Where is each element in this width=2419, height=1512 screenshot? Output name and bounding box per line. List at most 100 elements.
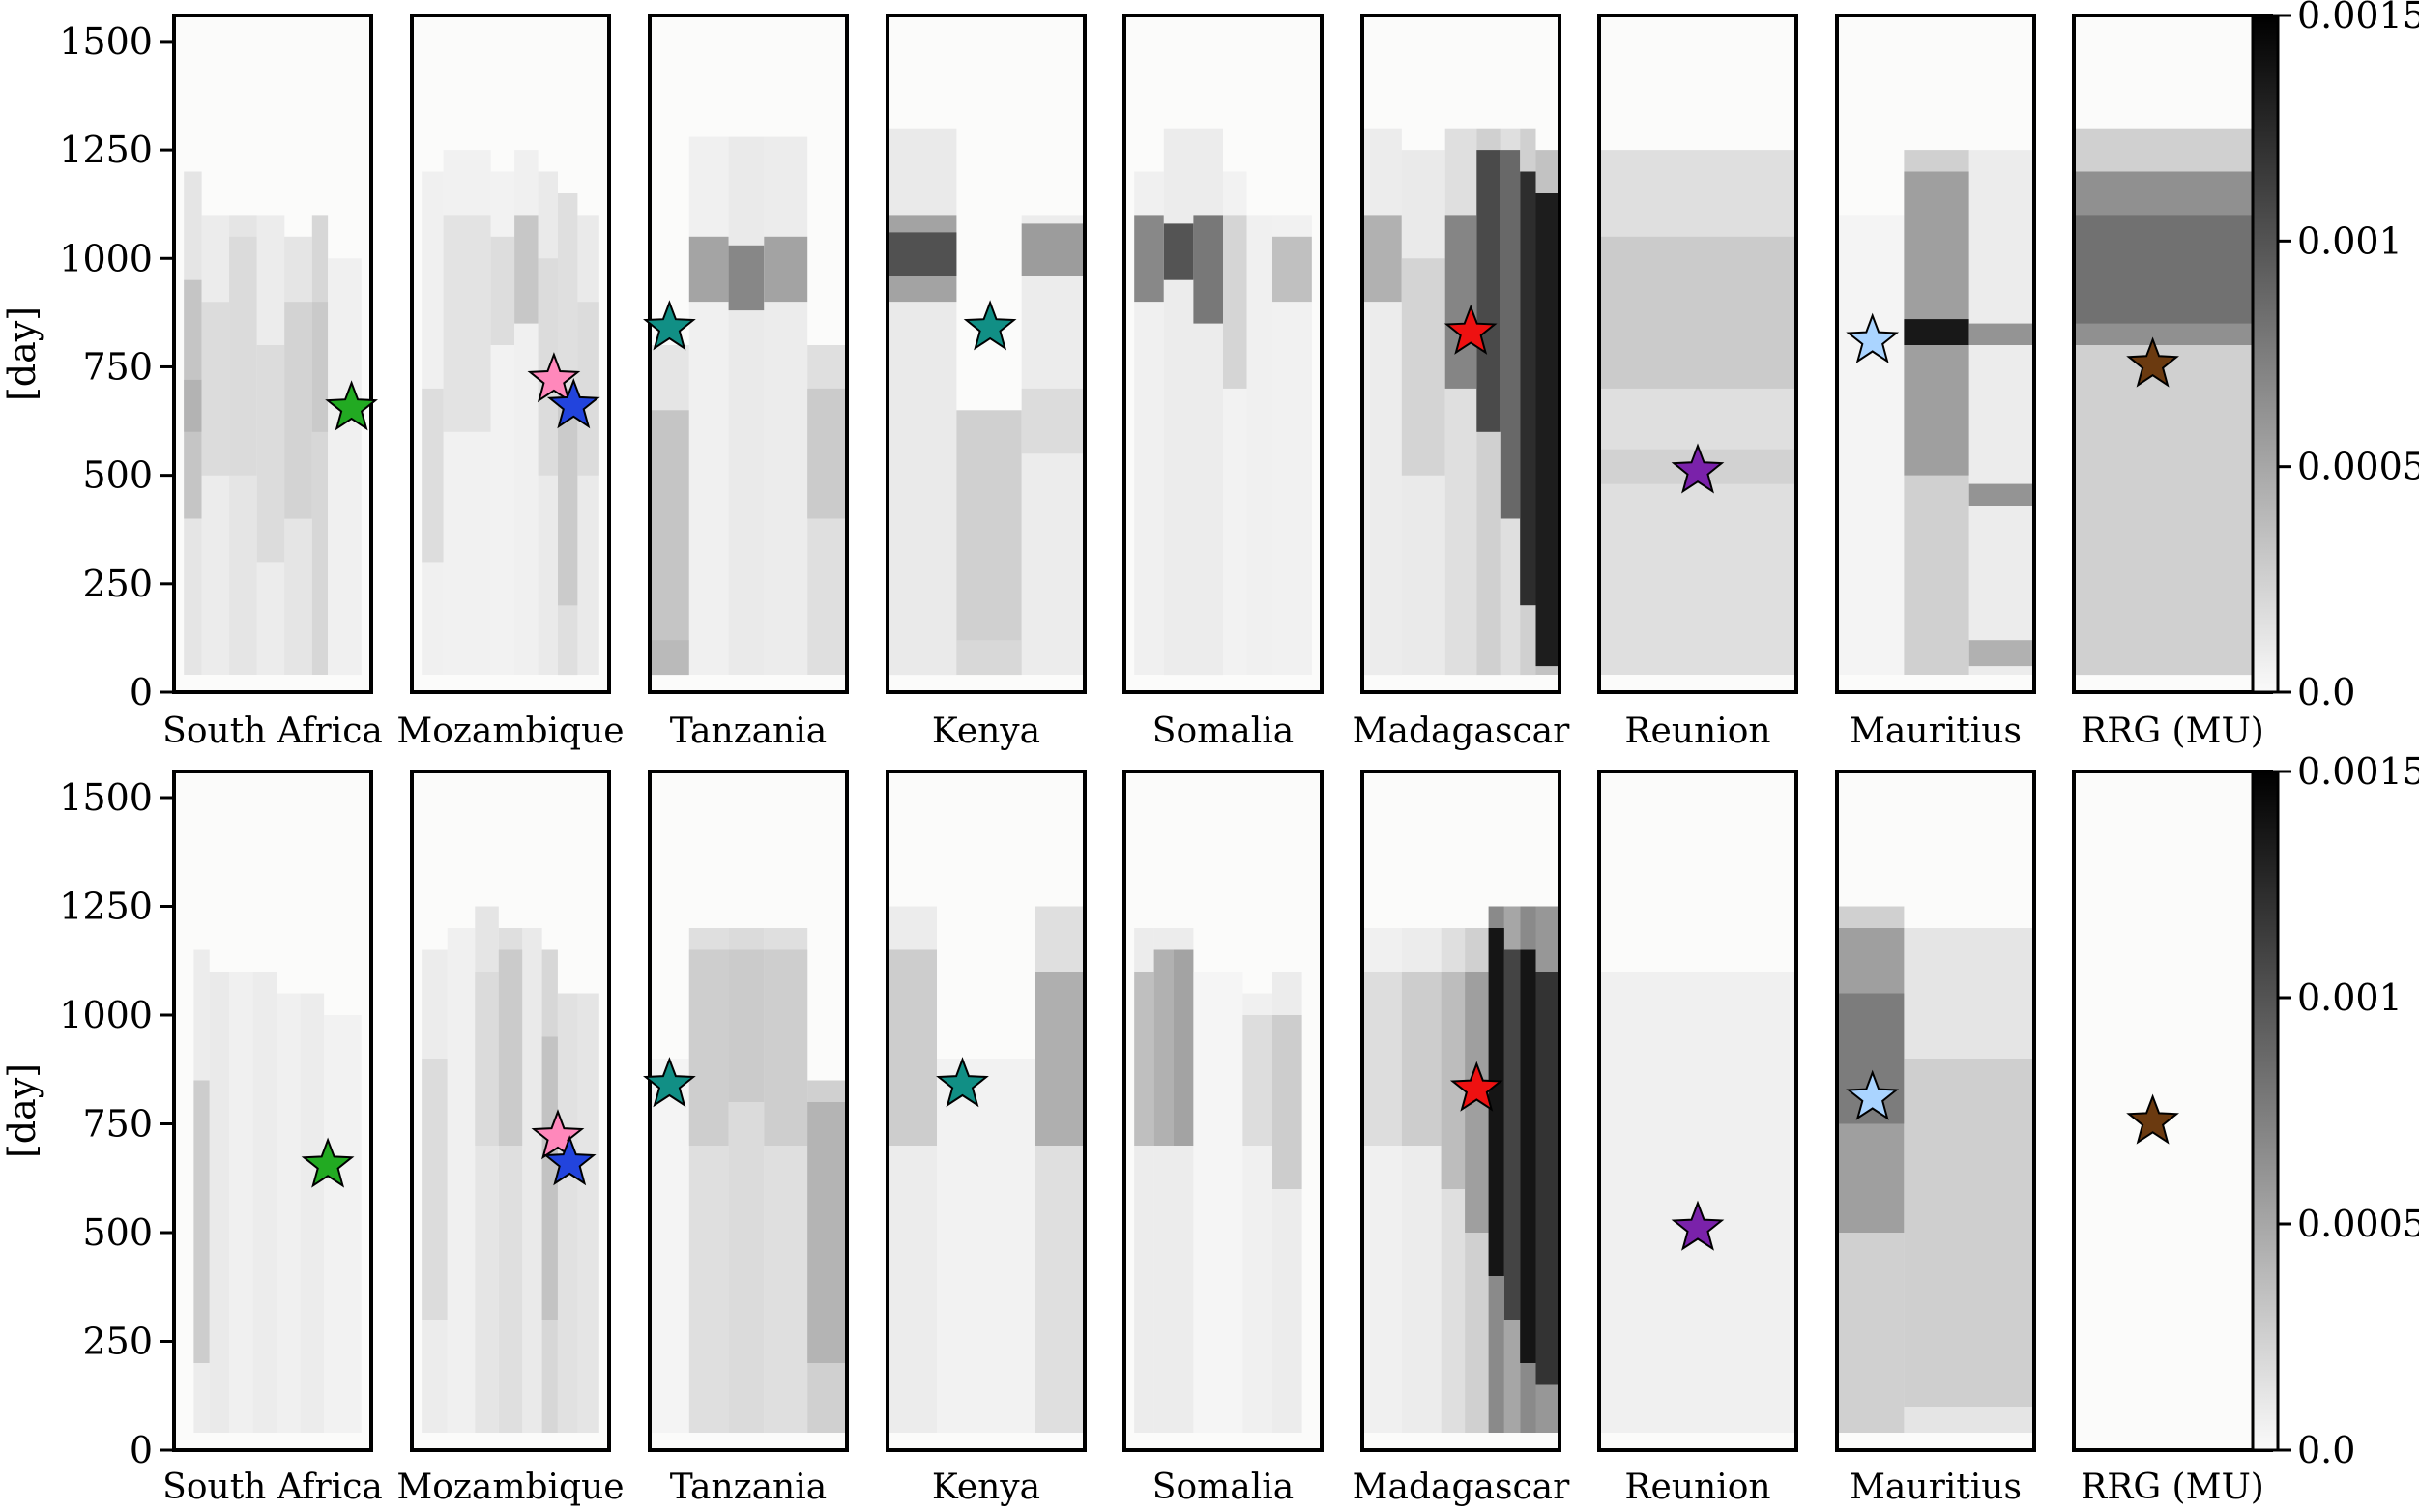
heat-cell bbox=[764, 236, 808, 303]
heat-cell bbox=[1362, 215, 1402, 303]
heat-cell bbox=[1500, 150, 1521, 519]
y-tick-label: 750 bbox=[82, 345, 153, 388]
marker-star bbox=[2126, 1093, 2179, 1145]
panel-frame bbox=[648, 14, 849, 694]
panel-mozambique: Mozambique bbox=[396, 14, 625, 751]
panel-frame bbox=[410, 14, 611, 694]
marker-star bbox=[643, 300, 696, 351]
heat-cell bbox=[1021, 388, 1085, 454]
heat-cell bbox=[1599, 236, 1796, 389]
heat-cell bbox=[956, 410, 1022, 675]
marker-star bbox=[531, 1109, 585, 1160]
panel-frame bbox=[886, 770, 1087, 1452]
marker-star-2 bbox=[546, 377, 600, 429]
heat-cell bbox=[577, 993, 599, 1433]
colorbar-tick-label: 0.0015 bbox=[2297, 0, 2419, 37]
heat-cell bbox=[443, 215, 491, 432]
heat-cell bbox=[558, 388, 578, 606]
panel-label: South Africa bbox=[162, 712, 383, 751]
panel-frame bbox=[886, 14, 1087, 694]
panel-frame bbox=[648, 770, 849, 1452]
heat-cell bbox=[888, 232, 957, 276]
heat-cell bbox=[284, 302, 312, 519]
heat-cell bbox=[728, 136, 765, 676]
panel-rrg-mu-: RRG (MU) bbox=[2072, 14, 2273, 751]
heat-cell bbox=[807, 1102, 847, 1363]
marker-star bbox=[1671, 443, 1725, 494]
y-tick-label: 0 bbox=[130, 671, 153, 713]
colorbar bbox=[2251, 770, 2280, 1452]
heat-cell bbox=[1968, 150, 2034, 676]
heat-cell bbox=[1401, 972, 1442, 1146]
y-tick-label: 500 bbox=[82, 1211, 153, 1254]
panel-label: RRG (MU) bbox=[2081, 1468, 2264, 1507]
heat-cell bbox=[193, 1080, 210, 1363]
marker-star bbox=[2126, 336, 2179, 388]
panel-label: RRG (MU) bbox=[2081, 712, 2264, 751]
panel-madagascar: Madagascar bbox=[1353, 14, 1570, 751]
panel-label: Somalia bbox=[1152, 1468, 1294, 1507]
panel-south-africa: South Africa bbox=[162, 14, 383, 751]
heat-cell bbox=[1272, 236, 1312, 303]
heat-cell bbox=[1520, 171, 1536, 606]
heat-cell bbox=[1193, 215, 1223, 324]
heat-cell bbox=[1362, 128, 1402, 676]
y-axis-label: [day] bbox=[1, 1063, 44, 1158]
heat-cell bbox=[1134, 215, 1164, 303]
heat-cell bbox=[1246, 215, 1272, 675]
heat-cell bbox=[1968, 323, 2034, 345]
heat-cell bbox=[1193, 128, 1223, 676]
heat-cell bbox=[1242, 1015, 1272, 1146]
y-tick-label: 1250 bbox=[59, 129, 153, 171]
heat-cell bbox=[807, 388, 847, 519]
heat-cell bbox=[538, 258, 558, 476]
heat-cell bbox=[514, 215, 539, 324]
heat-cell bbox=[1444, 128, 1477, 676]
heat-cell bbox=[300, 993, 325, 1433]
heat-cell bbox=[956, 640, 1022, 676]
heat-cell bbox=[1174, 949, 1194, 1146]
heat-cell bbox=[422, 388, 444, 563]
heat-cell bbox=[447, 928, 476, 1433]
heat-cell bbox=[1968, 483, 2034, 506]
marker-star bbox=[301, 1137, 355, 1188]
heat-cell bbox=[1134, 972, 1154, 1146]
heat-cell bbox=[888, 949, 937, 1146]
marker-star bbox=[1443, 304, 1498, 355]
heat-cell bbox=[1968, 640, 2034, 667]
heat-cell bbox=[1444, 215, 1477, 389]
heat-cell bbox=[229, 972, 253, 1433]
heat-cell bbox=[937, 1059, 1035, 1433]
panel-south-africa: South Africa bbox=[162, 770, 383, 1507]
heat-cell bbox=[1272, 1015, 1302, 1189]
panel-madagascar: Madagascar bbox=[1353, 770, 1570, 1507]
y-tick-label: 1000 bbox=[59, 237, 153, 279]
heat-cell bbox=[1362, 972, 1402, 1146]
panel-label: Madagascar bbox=[1353, 1468, 1570, 1507]
marker-star bbox=[963, 300, 1017, 351]
heat-cell bbox=[1193, 972, 1243, 1433]
heat-cell bbox=[522, 928, 542, 1433]
heat-cell bbox=[888, 128, 957, 676]
y-axis-label: [day] bbox=[1, 306, 44, 401]
colorbar-tick-label: 0.0005 bbox=[2297, 446, 2419, 488]
heat-cell bbox=[1904, 319, 1969, 345]
panel-label: Kenya bbox=[932, 712, 1040, 751]
heat-cell bbox=[498, 949, 523, 1146]
panel-label: South Africa bbox=[162, 1468, 383, 1507]
heat-cell bbox=[541, 1036, 558, 1320]
y-tick-label: 250 bbox=[82, 563, 153, 605]
panel-label: Mozambique bbox=[396, 712, 624, 751]
panel-label: Reunion bbox=[1624, 712, 1770, 751]
y-tick-label: 1500 bbox=[59, 20, 153, 63]
heat-cell bbox=[475, 972, 499, 1146]
panel-label: Somalia bbox=[1152, 712, 1294, 751]
heat-cell bbox=[764, 136, 808, 676]
panel-frame bbox=[410, 770, 611, 1452]
panel-somalia: Somalia bbox=[1122, 14, 1324, 751]
panel-frame bbox=[1360, 770, 1561, 1452]
heat-cell bbox=[728, 949, 765, 1102]
panel-reunion: Reunion bbox=[1597, 770, 1798, 1507]
marker-star bbox=[936, 1057, 989, 1108]
panel-frame bbox=[1122, 14, 1324, 694]
